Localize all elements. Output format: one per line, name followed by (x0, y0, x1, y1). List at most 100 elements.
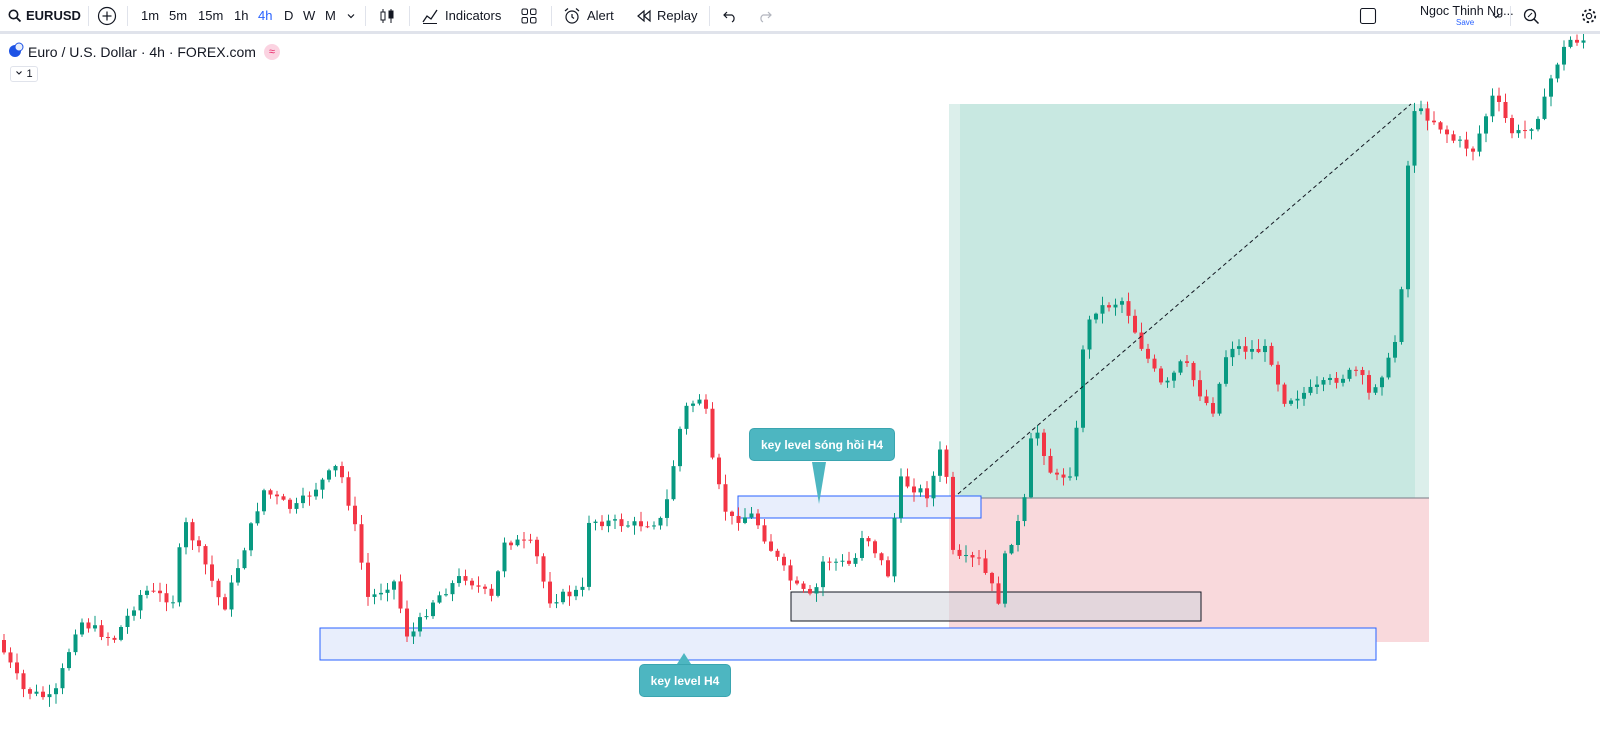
candle-body (626, 525, 630, 527)
candle-body (60, 668, 65, 689)
timeframe-m[interactable]: M (325, 8, 336, 23)
timeframe-5m[interactable]: 5m (169, 8, 188, 23)
save-status: Save (1456, 18, 1475, 27)
candle-body (1399, 289, 1404, 342)
timeframe-1m[interactable]: 1m (141, 8, 160, 23)
candle-body (1087, 319, 1092, 350)
candle-body (1445, 129, 1449, 135)
trend-projection-line[interactable] (957, 103, 1412, 495)
candle-body (756, 513, 760, 526)
callout-key-level-h4[interactable]: key level H4 (639, 664, 731, 697)
candle-body (808, 588, 812, 594)
layout-select-checkbox[interactable] (1359, 0, 1377, 31)
candle-body (457, 576, 461, 584)
candle-body (431, 602, 435, 617)
profit-zone-edge (949, 104, 960, 498)
candle-body (593, 521, 598, 523)
candle-body (15, 662, 19, 674)
callout-key-level-retracement[interactable]: key level sóng hồi H4 (749, 428, 895, 461)
key-level-h4-zone[interactable] (319, 627, 1377, 661)
candle-body (1419, 108, 1423, 112)
candle-body (223, 597, 227, 610)
long-position-profit-zone[interactable] (949, 104, 1429, 498)
compare-button[interactable] (97, 0, 117, 31)
layout-button[interactable] (520, 0, 538, 31)
support-box[interactable] (790, 591, 1202, 622)
chart-type-button[interactable] (378, 0, 396, 31)
user-menu[interactable]: Ngoc Thinh Ng... Save (1420, 2, 1514, 30)
settings-button[interactable] (1580, 0, 1598, 31)
candle-body (210, 564, 214, 581)
candle-body (1308, 386, 1313, 393)
candle-body (1230, 348, 1235, 358)
candle-body (866, 538, 871, 542)
candle-body (1347, 369, 1352, 379)
candle-body (1178, 361, 1183, 373)
candle-body (268, 490, 273, 495)
candle-body (671, 466, 676, 500)
chart-legend[interactable]: Euro / U.S. Dollar · 4h · FOREX.com ≈ (8, 42, 280, 62)
quick-search-button[interactable] (1522, 0, 1540, 31)
candle-body (496, 571, 500, 596)
timeframe-4h[interactable]: 4h (258, 8, 273, 23)
indicators-button[interactable]: Indicators (421, 0, 501, 31)
key-level-retracement-zone[interactable] (737, 495, 982, 519)
collapse-indicators-button[interactable]: 1 (10, 66, 38, 82)
legend-title: Euro / U.S. Dollar · 4h · FOREX.com (28, 44, 256, 60)
candle-body (1451, 134, 1456, 141)
candle-body (775, 550, 780, 557)
user-menu-dropdown[interactable] (1491, 0, 1501, 31)
replay-button[interactable]: Replay (636, 0, 697, 31)
timeframe-menu-button[interactable] (346, 0, 356, 31)
candle-body (398, 581, 403, 609)
candle-body (795, 580, 799, 584)
candle-body (1412, 111, 1417, 166)
callout-pointer (812, 462, 826, 504)
candle-body (730, 511, 734, 516)
candle-body (1510, 118, 1514, 134)
candle-body (1126, 301, 1131, 316)
undo-button[interactable] (722, 0, 738, 31)
candle-body (983, 558, 988, 573)
redo-button[interactable] (757, 0, 773, 31)
chart-pane[interactable]: key level sóng hồi H4 key level H4 (0, 34, 1600, 732)
price-chart[interactable] (0, 34, 1600, 732)
timeframe-15m[interactable]: 15m (198, 8, 224, 23)
candle-body (723, 484, 728, 512)
chevron-down-icon (346, 11, 356, 21)
candle-body (522, 539, 526, 541)
candle-body (918, 488, 923, 493)
symbol-search[interactable]: EURUSD (8, 0, 81, 31)
candle-body (262, 490, 266, 512)
candle-body (236, 568, 240, 583)
candle-body (801, 583, 806, 589)
candle-body (138, 594, 143, 611)
market-status-badge[interactable]: ≈ (263, 44, 280, 60)
candle-body (437, 595, 442, 603)
candle-body (736, 515, 741, 523)
collapse-count: 1 (26, 68, 33, 80)
candle-body (359, 524, 364, 563)
candle-body (216, 580, 221, 598)
candle-body (697, 399, 702, 404)
timeframe-w[interactable]: W (303, 8, 316, 23)
candle-body (561, 591, 565, 603)
alert-button[interactable]: Alert (563, 0, 614, 31)
candle-body (1016, 521, 1020, 545)
candle-body (1100, 305, 1105, 314)
candle-body (1315, 384, 1319, 387)
candle-body (782, 556, 786, 566)
candle-body (320, 479, 325, 490)
candle-body (710, 408, 715, 458)
candle-body (158, 590, 162, 594)
candle-body (1484, 116, 1488, 134)
candle-body (541, 556, 546, 582)
candle-body (1185, 361, 1189, 363)
candle-body (1529, 129, 1534, 131)
candle-body (658, 517, 663, 526)
candle-body (1146, 348, 1150, 359)
candle-body (1237, 346, 1241, 349)
timeframe-d[interactable]: D (284, 8, 294, 23)
timeframe-1h[interactable]: 1h (234, 8, 249, 23)
candle-body (197, 540, 201, 547)
